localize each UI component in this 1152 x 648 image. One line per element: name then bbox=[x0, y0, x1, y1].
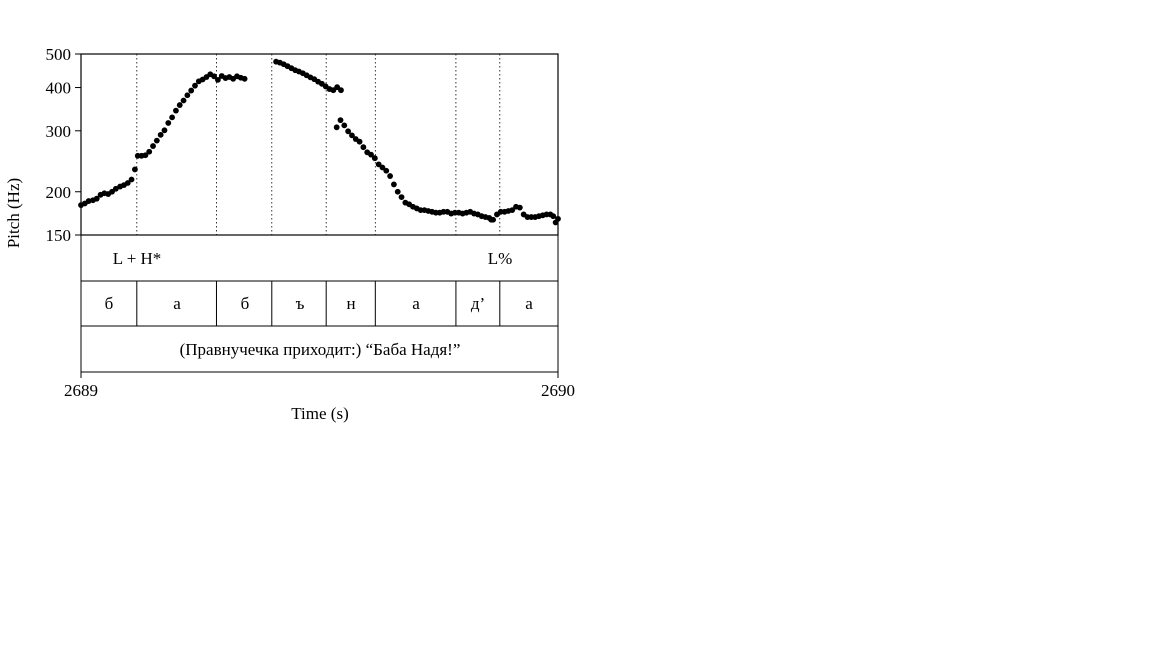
pitch-point bbox=[349, 132, 355, 139]
pitch-point bbox=[128, 176, 135, 183]
pitch-point bbox=[142, 152, 149, 159]
segment-tier-frame bbox=[80, 280, 559, 327]
pitch-point bbox=[333, 124, 340, 131]
y-tick-label: 150 bbox=[46, 226, 72, 245]
segment-label: ъ bbox=[296, 294, 305, 313]
pitch-point bbox=[180, 97, 187, 104]
pitch-point bbox=[368, 151, 374, 158]
pitch-point bbox=[161, 127, 168, 134]
pitch-point bbox=[85, 198, 92, 204]
sentence-label: (Правнучечка приходит:) “Баба Надя!” bbox=[180, 340, 461, 359]
pitch-point bbox=[360, 144, 367, 151]
pitch-point bbox=[211, 73, 217, 80]
pitch-point bbox=[509, 207, 516, 214]
y-axis-label: Pitch (Hz) bbox=[4, 178, 23, 248]
pitch-point bbox=[490, 216, 497, 223]
pitch-point bbox=[146, 148, 153, 155]
pitch-point bbox=[173, 107, 179, 114]
pitch-point bbox=[157, 131, 164, 138]
pitch-point bbox=[383, 167, 390, 174]
y-tick-label: 500 bbox=[46, 45, 72, 64]
segment-label: б bbox=[241, 294, 250, 313]
segment-label: б bbox=[105, 294, 114, 313]
pitch-point bbox=[112, 185, 119, 192]
segment-tier-dividers bbox=[136, 281, 501, 326]
pitch-point bbox=[93, 195, 100, 202]
x-tick-label: 2689 bbox=[64, 381, 98, 400]
pitch-point bbox=[124, 180, 131, 186]
segment-label: а bbox=[173, 294, 181, 313]
pitch-point bbox=[345, 128, 352, 135]
y-tick-label: 200 bbox=[46, 183, 72, 202]
segment-label: н bbox=[346, 294, 355, 313]
pitch-point bbox=[379, 164, 386, 171]
pitch-point bbox=[550, 213, 557, 220]
pitch-point bbox=[150, 143, 156, 149]
tone-label: L% bbox=[488, 249, 513, 268]
pitch-point bbox=[371, 155, 378, 162]
pitch-point bbox=[132, 166, 138, 173]
pitch-point bbox=[192, 82, 198, 89]
pitch-point bbox=[387, 173, 393, 179]
x-tick-label: 2690 bbox=[541, 381, 575, 400]
pitch-point bbox=[176, 102, 183, 108]
pitch-point bbox=[394, 188, 401, 195]
pitch-point bbox=[215, 76, 221, 83]
pitch-point bbox=[375, 161, 382, 168]
y-tick-label: 400 bbox=[46, 79, 72, 98]
pitch-point bbox=[241, 75, 248, 82]
pitch-point bbox=[341, 122, 348, 129]
pitch-point bbox=[153, 137, 160, 144]
pitch-point bbox=[356, 138, 363, 145]
segment-label: д’ bbox=[471, 294, 485, 313]
pitch-point bbox=[165, 120, 172, 126]
pitch-point bbox=[391, 181, 397, 188]
segment-label: а bbox=[525, 294, 533, 313]
pitch-point bbox=[398, 194, 405, 201]
segment-label: а bbox=[412, 294, 420, 313]
pitch-point bbox=[169, 114, 176, 121]
y-tick-label: 300 bbox=[46, 122, 72, 141]
pitch-point bbox=[555, 215, 561, 222]
pitch-point bbox=[188, 87, 195, 94]
pitch-point bbox=[184, 92, 191, 99]
pitch-points bbox=[78, 58, 561, 226]
pitch-point bbox=[338, 87, 344, 94]
sentence-tier-frame bbox=[80, 325, 559, 373]
y-axis: 150 200 300 400 500 bbox=[46, 45, 81, 245]
pitch-point bbox=[337, 117, 344, 124]
tone-label: L + H* bbox=[113, 249, 162, 268]
x-axis-label: Time (s) bbox=[291, 404, 348, 423]
pitch-point bbox=[516, 204, 523, 211]
